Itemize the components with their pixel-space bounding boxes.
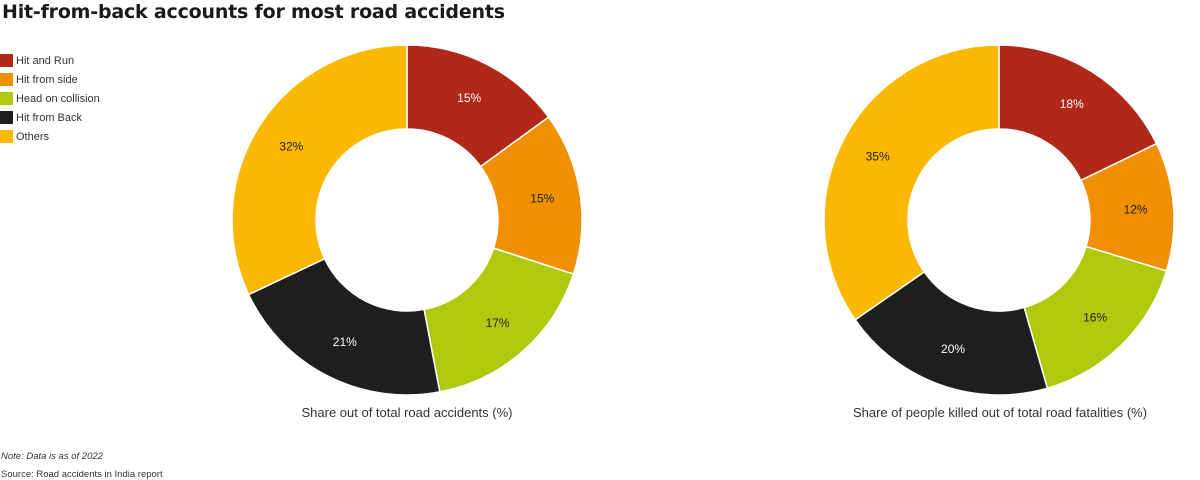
legend-item-head-on-collision: Head on collision: [0, 89, 100, 108]
legend-label: Head on collision: [16, 92, 100, 105]
legend-swatch: [0, 111, 13, 124]
legend-label: Others: [16, 130, 50, 143]
legend-item-hit-from-back: Hit from Back: [0, 108, 100, 127]
slice-label-1-2: 16%: [1083, 311, 1107, 325]
legend-item-others: Others: [0, 127, 100, 146]
legend-swatch: [0, 73, 13, 86]
donut-slice-0-4: [231, 44, 408, 296]
legend-swatch: [0, 54, 13, 67]
legend: Hit and Run Hit from side Head on collis…: [0, 51, 100, 146]
donut-slice-1-3: [854, 270, 1049, 396]
legend-swatch: [0, 130, 13, 143]
slice-label-1-0: 18%: [1060, 97, 1084, 111]
chart-title: Hit-from-back accounts for most road acc…: [2, 1, 505, 23]
chart-1-caption: Share out of total road accidents (%): [301, 405, 513, 420]
slice-label-1-1: 12%: [1124, 202, 1148, 216]
slice-label-1-4: 35%: [866, 149, 890, 163]
slice-label-0-1: 15%: [530, 192, 554, 206]
legend-label: Hit from side: [16, 73, 78, 86]
legend-label: Hit and Run: [16, 54, 75, 67]
legend-item-hit-from-side: Hit from side: [0, 70, 100, 89]
slice-label-0-4: 32%: [279, 140, 303, 154]
footnote: Note: Data is as of 2022: [1, 451, 103, 462]
legend-swatch: [0, 92, 13, 105]
donut-slice-1-4: [823, 44, 1000, 321]
slice-label-0-2: 17%: [486, 316, 510, 330]
slice-label-0-3: 21%: [333, 335, 357, 349]
legend-label: Hit from Back: [16, 111, 83, 124]
donut-slice-0-3: [247, 257, 441, 396]
donut-slice-1-0: [998, 44, 1158, 182]
slice-label-1-3: 20%: [941, 342, 965, 356]
source-line: Source: Road accidents in India report: [1, 469, 163, 480]
chart-2-caption: Share of people killed out of total road…: [852, 405, 1148, 420]
legend-item-hit-and-run: Hit and Run: [0, 51, 100, 70]
slice-label-0-0: 15%: [457, 91, 481, 105]
